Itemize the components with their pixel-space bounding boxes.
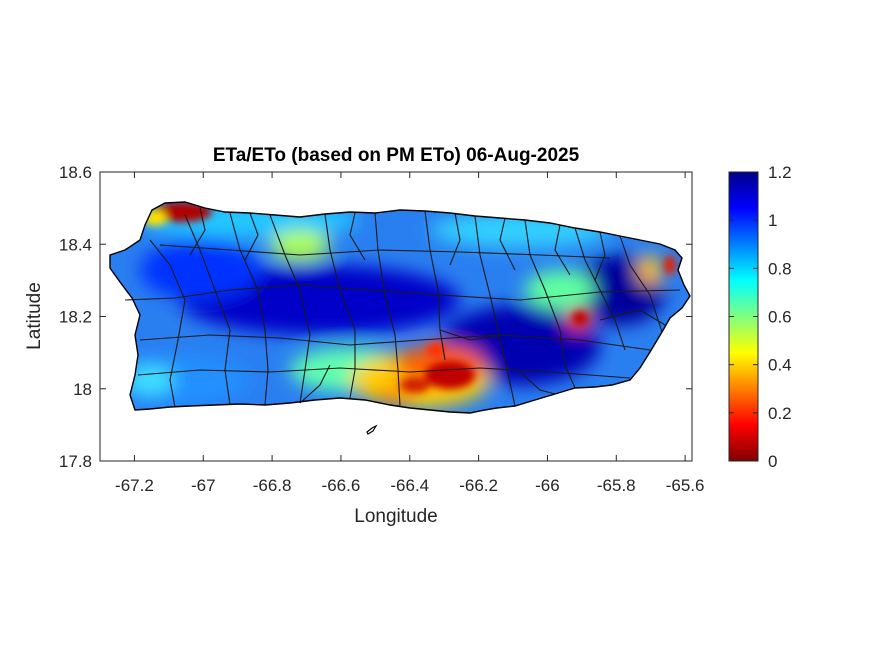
municipality-boundary [349, 212, 366, 261]
municipality-boundary [189, 207, 206, 256]
municipality-boundary [159, 244, 611, 259]
colorbar-tick-label: 0.2 [768, 404, 792, 423]
y-axis-ticks: 18.6 18.4 18.2 18 17.8 [59, 163, 692, 471]
y-axis-label: Latitude [24, 282, 45, 350]
municipality-boundary [599, 309, 666, 326]
municipality-boundary [229, 212, 269, 406]
municipality-boundary [574, 227, 626, 351]
x-tick-label: -67.2 [115, 476, 154, 495]
municipality-boundary [149, 239, 186, 408]
colorbar-tick-label: 0.6 [768, 308, 792, 327]
plot-area: -67.2 -67 -66.8 -66.6 -66.4 -66.2 -66 -65.8 -65.… [59, 163, 705, 495]
colorbar-tick-label: 0.4 [768, 356, 792, 375]
colorbar-tick-label: 0.8 [768, 259, 792, 278]
municipality-boundary [594, 231, 606, 281]
municipality-boundary [139, 334, 651, 351]
municipality-boundary [499, 217, 516, 271]
municipality-boundary [554, 224, 571, 276]
municipality-boundary [137, 367, 631, 379]
colorbar-ticks: 1.2 1 0.8 0.6 0.4 0.2 0 [729, 163, 792, 471]
colorbar-tick-label: 0 [768, 452, 777, 471]
x-tick-label: -66.8 [253, 476, 292, 495]
x-axis-label: Longitude [354, 506, 437, 527]
caja-de-muertos-island [366, 424, 378, 435]
municipality-boundary [424, 210, 446, 361]
colorbar: 1.2 1 0.8 0.6 0.4 0.2 0 [728, 163, 792, 471]
x-tick-label: -65.8 [597, 476, 636, 495]
municipality-boundary [374, 212, 401, 407]
x-tick-label: -66.2 [459, 476, 498, 495]
municipality-boundary [269, 214, 311, 404]
municipality-boundary [184, 214, 231, 406]
chart-title: ETa/ETo (based on PM ETo) 06-Aug-2025 [213, 145, 580, 166]
y-tick-label: 18.4 [59, 235, 92, 254]
colorbar-tick-label: 1 [768, 211, 777, 230]
municipality-boundary [519, 371, 556, 395]
municipality-boundary [474, 215, 516, 407]
municipality-boundary [524, 219, 576, 389]
x-tick-label: -66 [535, 476, 560, 495]
x-tick-label: -65.6 [666, 476, 705, 495]
colorbar-tick-label: 1.2 [768, 163, 792, 182]
x-tick-label: -66.6 [322, 476, 361, 495]
x-axis-ticks: -67.2 -67 -66.8 -66.6 -66.4 -66.2 -66 -65.8 -65.… [115, 172, 704, 495]
x-tick-label: -67 [191, 476, 216, 495]
municipality-boundary [324, 213, 356, 399]
y-tick-label: 18.6 [59, 163, 92, 182]
y-tick-label: 18.2 [59, 308, 92, 327]
municipality-boundary [299, 364, 331, 404]
municipality-boundary [449, 212, 461, 266]
municipality-boundary [619, 235, 663, 333]
y-tick-label: 17.8 [59, 452, 92, 471]
island-outline [109, 201, 691, 414]
municipality-boundary [124, 284, 681, 301]
municipality-boundary [244, 212, 259, 261]
municipality-boundary [439, 329, 501, 341]
y-tick-label: 18 [73, 380, 92, 399]
field-lows [143, 202, 676, 393]
municipality-boundaries [124, 207, 681, 408]
x-tick-label: -66.4 [390, 476, 429, 495]
